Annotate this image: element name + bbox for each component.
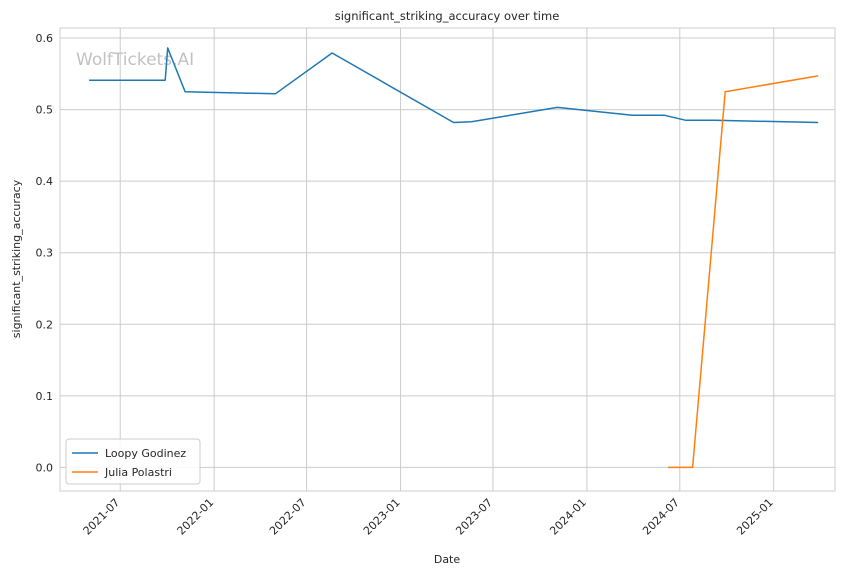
series-line-julia-polastri (668, 75, 819, 469)
plot-frame (59, 27, 836, 492)
legend: Loopy Godinez Julia Polastri (65, 438, 201, 485)
series-line-loopy-godinez (89, 47, 819, 124)
legend-box (65, 438, 201, 485)
y-tick-label: 0.5 (36, 104, 54, 117)
y-tick-label: 0.3 (36, 247, 54, 260)
y-tick-label: 0.1 (36, 390, 54, 403)
chart-title: significant_striking_accuracy over time (335, 9, 560, 23)
series-layer (89, 47, 819, 469)
watermark: WolfTickets.AI (76, 50, 194, 70)
y-axis-label: significant_striking_accuracy (10, 179, 23, 338)
y-tick-label: 0.4 (36, 175, 54, 188)
y-axis-ticks: 0.0 0.1 0.2 0.3 0.4 0.5 0.6 (36, 32, 54, 474)
y-tick-label: 0.6 (36, 32, 54, 45)
x-axis-label: Date (434, 553, 461, 566)
y-tick-label: 0.0 (36, 461, 54, 474)
y-tick-label: 0.2 (36, 318, 54, 331)
legend-label-julia-polastri: Julia Polastri (104, 466, 172, 479)
grid (60, 28, 835, 491)
legend-label-loopy-godinez: Loopy Godinez (105, 447, 186, 460)
